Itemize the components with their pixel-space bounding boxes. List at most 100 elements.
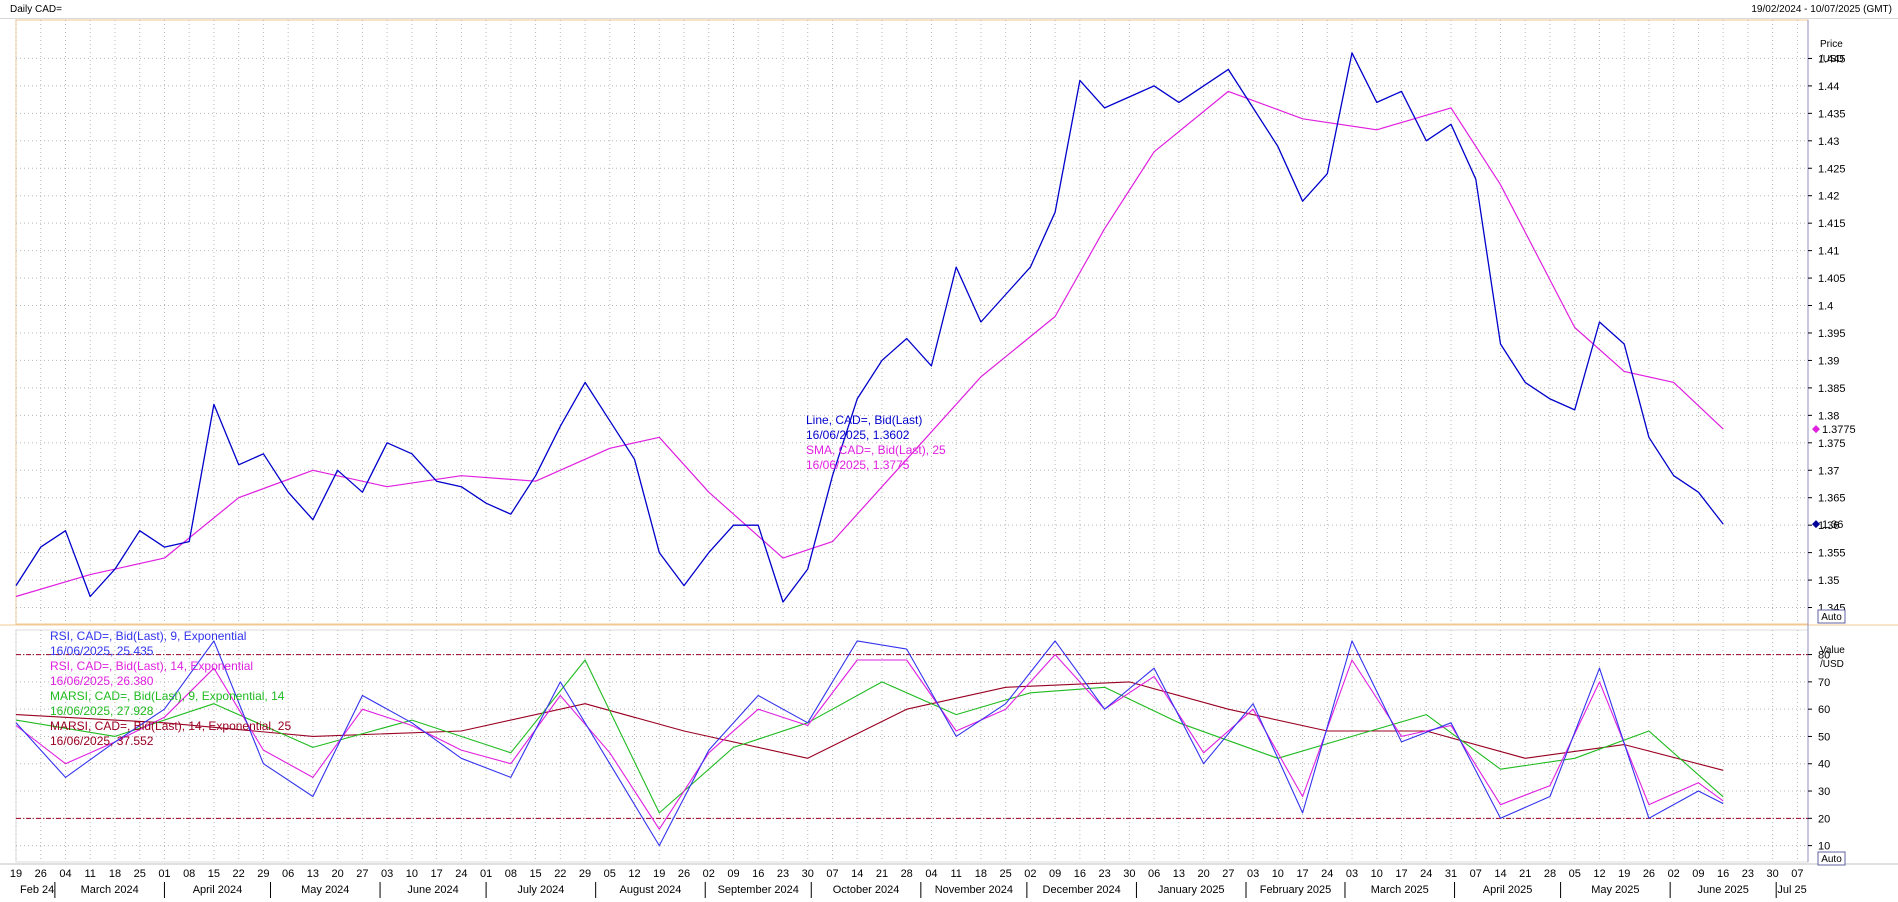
x-tick-label: 02 [1668,868,1680,880]
x-tick-label: 18 [975,868,987,880]
x-tick-label: 02 [1024,868,1036,880]
x-tick-label: 16 [752,868,764,880]
y-tick-label: 1.395 [1818,328,1846,340]
y-tick-label: 1.445 [1818,53,1846,65]
grid [15,20,1808,862]
x-tick-label: 10 [406,868,418,880]
x-tick-label: 05 [1569,868,1581,880]
x-tick-label: 08 [505,868,517,880]
x-tick-label: 11 [950,868,961,880]
x-tick-label: 15 [208,868,220,880]
y-tick-label: 1.36 [1818,520,1839,532]
marsi14-line [15,681,1724,771]
auto-button-label: Auto [1821,854,1842,865]
last-value-marker [1812,520,1820,529]
x-tick-label: 16 [1074,868,1086,880]
y-tick-label: 60 [1818,704,1830,716]
price-auto-button[interactable]: Auto [1817,609,1846,624]
x-tick-label: 10 [1272,868,1284,880]
auto-button-box [1817,851,1846,866]
x-tick-label: 26 [35,868,47,880]
x-tick-label: 18 [109,868,121,880]
y-tick-label: 1.365 [1818,493,1846,505]
y-tick-label: 1.385 [1818,383,1846,395]
rsi-legend-value: 16/06/2025, 25.435 [50,644,154,658]
y-tick-label: 1.435 [1818,108,1846,120]
y-tick-label: 1.44 [1818,81,1839,93]
price-panel-frame [15,19,1809,625]
rsi-axis-unit: /USD [1820,659,1844,670]
price-axis-title: Price [1820,39,1843,50]
last-value-marker [1812,425,1820,434]
month-label: April 2025 [1483,884,1533,896]
rsi-axis-title: Value [1820,645,1845,656]
x-tick-label: 20 [1197,868,1209,880]
rsi-legend-label: RSI, CAD=, Bid(Last), 14, Exponential [50,659,253,673]
date-range: 19/02/2024 - 10/07/2025 (GMT) [1751,4,1892,15]
month-label: June 2024 [407,884,458,896]
x-tick-label: 15 [529,868,541,880]
price-legend-value: 16/06/2025, 1.3602 [806,428,910,442]
rsi-panel-frame [15,629,1809,863]
month-label: March 2024 [81,884,139,896]
y-tick-label: 1.405 [1818,273,1846,285]
sma-line [15,90,1724,598]
x-tick-label: 30 [1767,868,1779,880]
rsi-legend-value: 16/06/2025, 37.552 [50,734,154,748]
y-tick-label: 1.39 [1818,355,1839,367]
y-tick-label: 1.38 [1818,410,1839,422]
x-tick-label: 17 [1395,868,1407,880]
last-value-label: 1.36 [1822,519,1843,531]
x-tick-label: 27 [356,868,368,880]
y-tick-label: 1.4 [1818,301,1833,313]
x-tick-label: 27 [1222,868,1234,880]
month-label: May 2024 [301,884,349,896]
rsi-legend-label: MARSI, CAD=, Bid(Last), 9, Exponential, … [50,689,285,703]
month-label: June 2025 [1697,884,1748,896]
x-tick-label: 21 [1519,868,1531,880]
rsi-legend-label: MARSI, CAD=, Bid(Last), 14, Exponential,… [50,719,291,733]
chart-frame [0,19,1898,865]
rsi-legend-label: RSI, CAD=, Bid(Last), 9, Exponential [50,629,246,643]
x-tick-label: 13 [1173,868,1185,880]
x-tick-label: 16 [1717,868,1729,880]
x-tick-label: 20 [332,868,344,880]
y-tick-label: 1.41 [1818,246,1839,258]
x-tick-label: 19 [653,868,665,880]
y-tick-label: 40 [1818,759,1830,771]
series [15,52,1724,847]
rsi9-line [15,640,1724,847]
x-tick-label: 31 [1445,868,1457,880]
x-tick-label: 01 [480,868,492,880]
x-tick-label: 06 [1148,868,1160,880]
x-tick-label: 23 [1742,868,1754,880]
month-label: Feb 24 [20,884,54,896]
y-tick-label: 1.43 [1818,136,1839,148]
month-label: May 2025 [1591,884,1639,896]
chart-title: Daily CAD= [10,4,62,15]
rsi-auto-button[interactable]: Auto [1817,851,1846,866]
y-tick-label: 1.355 [1818,548,1846,560]
price-legend-label: SMA, CAD=, Bid(Last), 25 [806,443,946,457]
x-tick-label: 28 [901,868,913,880]
y-tick-label: 70 [1818,677,1830,689]
y-tick-label: 1.35 [1818,575,1839,587]
auto-button-box [1817,609,1846,624]
x-tick-label: 25 [134,868,146,880]
last-value-label: 1.3775 [1822,424,1856,436]
y-tick-label: 80 [1818,650,1830,662]
x-tick-label: 07 [826,868,838,880]
x-tick-label: 12 [1593,868,1605,880]
price-legend-label: Line, CAD=, Bid(Last) [806,413,922,427]
y-tick-label: 1.425 [1818,163,1846,175]
x-tick-label: 01 [158,868,170,880]
x-tick-label: 19 [1618,868,1630,880]
title-bar: Daily CAD= 19/02/2024 - 10/07/2025 (GMT) [0,0,1898,19]
x-tick-label: 29 [257,868,269,880]
y-tick-label: 1.375 [1818,438,1846,450]
month-label: December 2024 [1043,884,1121,896]
month-label: July 2024 [517,884,564,896]
x-tick-label: 22 [233,868,245,880]
x-tick-label: 03 [381,868,393,880]
